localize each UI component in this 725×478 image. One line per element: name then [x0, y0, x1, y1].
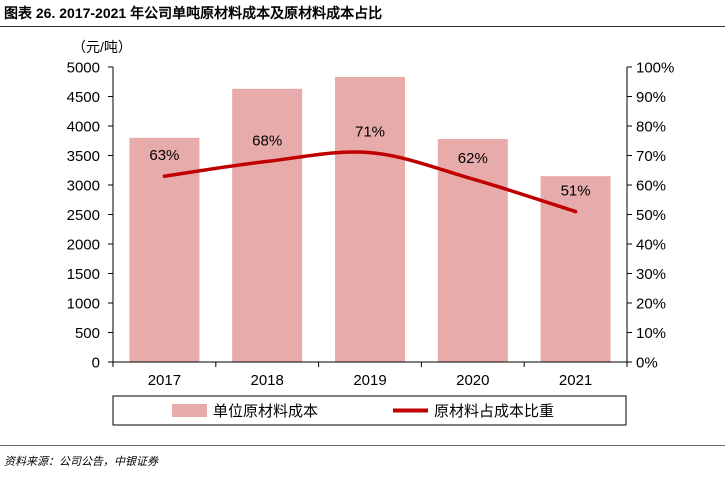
ratio-data-label: 68% [252, 132, 282, 149]
left-tick-label: 3000 [67, 178, 100, 195]
bar-2019 [335, 77, 405, 362]
right-tick-label: 10% [636, 325, 666, 342]
left-tick-label: 0 [92, 355, 100, 372]
left-tick-label: 2000 [67, 237, 100, 254]
x-tick-label: 2021 [559, 372, 592, 389]
ratio-data-labels: 63% 68% 71% 62% 51% [149, 124, 590, 200]
bar-2018 [232, 88, 303, 362]
legend-box [112, 395, 627, 426]
right-tick-label: 20% [636, 296, 666, 313]
ratio-data-label: 62% [458, 150, 488, 167]
right-tick-label: 50% [636, 207, 666, 224]
right-tick-label: 40% [636, 237, 666, 254]
left-tick-label: 3500 [67, 148, 100, 165]
legend-bar-swatch [172, 404, 207, 417]
ratio-data-label: 63% [149, 147, 179, 164]
left-tick-label: 4000 [67, 119, 100, 136]
footer-divider [0, 445, 725, 446]
legend: 单位原材料成本 原材料占成本比重 [112, 395, 627, 426]
left-tick-label: 5000 [67, 60, 100, 77]
ratio-line [162, 150, 578, 214]
right-tick-label: 70% [636, 148, 666, 165]
left-axis-unit-label: （元/吨） [72, 39, 132, 55]
x-tick-label: 2019 [353, 372, 386, 389]
title-divider [0, 26, 725, 27]
bar-series [129, 77, 611, 362]
ratio-data-label: 71% [355, 124, 385, 141]
bar-2020 [437, 138, 508, 362]
right-tick-label: 0% [636, 355, 658, 372]
source-note: 资料来源：公司公告，中银证券 [4, 456, 158, 468]
right-tick-label: 30% [636, 266, 666, 283]
axes: 0 500 1000 1500 2000 2500 3000 3500 4000 4500 5000… [67, 60, 675, 390]
bar-2021 [540, 176, 611, 362]
ratio-data-label: 51% [561, 183, 591, 200]
left-tick-label: 1500 [67, 266, 100, 283]
x-tick-label: 2017 [148, 372, 181, 389]
x-tick-label: 2018 [251, 372, 284, 389]
left-tick-label: 500 [75, 325, 100, 342]
legend-line-label: 原材料占成本比重 [434, 403, 554, 420]
x-tick-label: 2020 [456, 372, 489, 389]
right-tick-label: 60% [636, 178, 666, 195]
right-tick-label: 90% [636, 89, 666, 106]
left-tick-label: 4500 [67, 89, 100, 106]
left-tick-label: 1000 [67, 296, 100, 313]
legend-bar-label: 单位原材料成本 [213, 403, 318, 420]
right-tick-label: 80% [636, 119, 666, 136]
right-tick-label: 100% [636, 60, 674, 77]
chart-title: 图表 26. 2017-2021 年公司单吨原材料成本及原材料成本占比 [4, 5, 383, 21]
left-tick-label: 2500 [67, 207, 100, 224]
